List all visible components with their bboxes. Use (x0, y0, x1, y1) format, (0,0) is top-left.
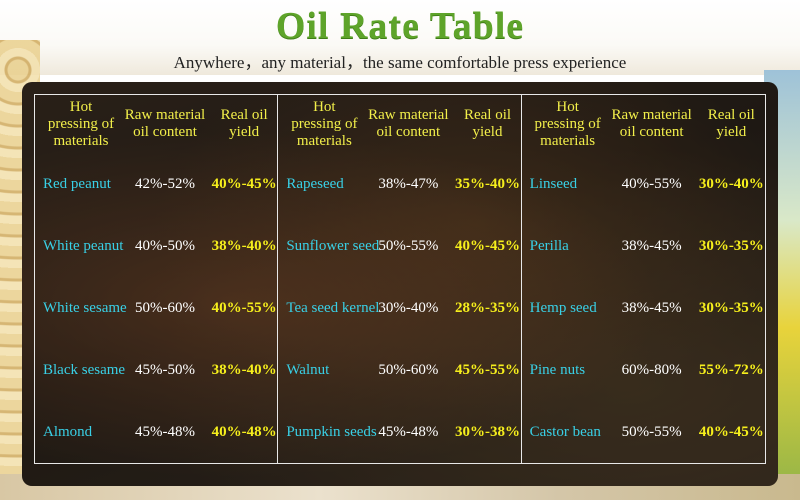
oil-rate-table: Hot pressing of materials Raw material oi… (34, 94, 766, 464)
material-name: Linseed (529, 175, 578, 192)
header-oil-content: Raw material oil content (368, 107, 449, 140)
material-name: Perilla (529, 237, 569, 254)
material-name: Sunflower seed (286, 237, 380, 254)
oil-yield-value: 40%-55% (211, 299, 277, 316)
material-name: Walnut (286, 361, 330, 378)
material-name: Almond (43, 423, 93, 440)
oil-yield-value: 55%-72% (698, 361, 764, 378)
oil-content-value: 40%-55% (621, 175, 682, 192)
oil-yield-value: 38%-40% (211, 361, 277, 378)
oil-content-value: 50%-60% (378, 361, 439, 378)
header-oil-yield: Real oil yield (220, 107, 268, 140)
oil-yield-value: 30%-40% (698, 175, 764, 192)
material-name: Red peanut (43, 175, 111, 192)
oil-content-value: 38%-47% (378, 175, 439, 192)
oil-yield-value: 45%-55% (454, 361, 520, 378)
table-group-1: Hot pressing of materials Raw material oi… (35, 95, 279, 463)
oil-yield-value: 30%-35% (698, 299, 764, 316)
oil-content-value: 50%-55% (378, 237, 439, 254)
oil-content-value: 50%-55% (621, 423, 682, 440)
oil-content-value: 60%-80% (621, 361, 682, 378)
material-name: Black sesame (43, 361, 126, 378)
material-name: Pine nuts (529, 361, 586, 378)
material-name: White peanut (43, 237, 124, 254)
page-subtitle: Anywhere，any material，the same comfortab… (173, 53, 627, 72)
header-oil-content: Raw material oil content (611, 107, 692, 140)
material-name: Tea seed kernel (286, 299, 380, 316)
oil-yield-value: 40%-45% (211, 175, 277, 192)
header-oil-content: Raw material oil content (124, 107, 206, 140)
oil-yield-value: 28%-35% (454, 299, 520, 316)
oil-yield-value: 35%-40% (454, 175, 520, 192)
oil-content-value: 45%-48% (135, 423, 195, 440)
header-material: Hot pressing of materials (534, 98, 601, 149)
oil-content-value: 42%-52% (135, 175, 195, 192)
oil-content-value: 45%-50% (135, 361, 195, 378)
material-name: Pumpkin seeds (286, 423, 377, 440)
page-title: Oil Rate Table (275, 5, 525, 47)
table-background-panel (22, 82, 778, 486)
oil-content-value: 40%-50% (135, 237, 195, 254)
material-name: White sesame (43, 299, 127, 316)
header-oil-yield: Real oil yield (707, 107, 755, 140)
header-material: Hot pressing of materials (291, 98, 358, 149)
header-oil-yield: Real oil yield (463, 107, 512, 140)
oil-content-value: 50%-60% (135, 299, 195, 316)
oil-yield-value: 40%-45% (698, 423, 764, 440)
oil-yield-value: 30%-35% (698, 237, 764, 254)
oil-content-value: 38%-45% (621, 299, 682, 316)
material-name: Rapeseed (286, 175, 344, 192)
material-name: Hemp seed (529, 299, 597, 316)
oil-yield-value: 40%-48% (211, 423, 277, 440)
oil-yield-value: 30%-38% (454, 423, 520, 440)
oil-content-value: 45%-48% (378, 423, 439, 440)
header-material: Hot pressing of materials (47, 98, 115, 149)
oil-yield-value: 40%-45% (454, 237, 520, 254)
oil-content-value: 38%-45% (621, 237, 682, 254)
table-group-2: Hot pressing of materials Raw material oi… (278, 95, 522, 463)
oil-content-value: 30%-40% (378, 299, 439, 316)
oil-yield-value: 38%-40% (211, 237, 277, 254)
background-top (0, 0, 800, 75)
material-name: Castor bean (529, 423, 601, 440)
table-group-3: Hot pressing of materials Raw material oi… (522, 95, 765, 463)
